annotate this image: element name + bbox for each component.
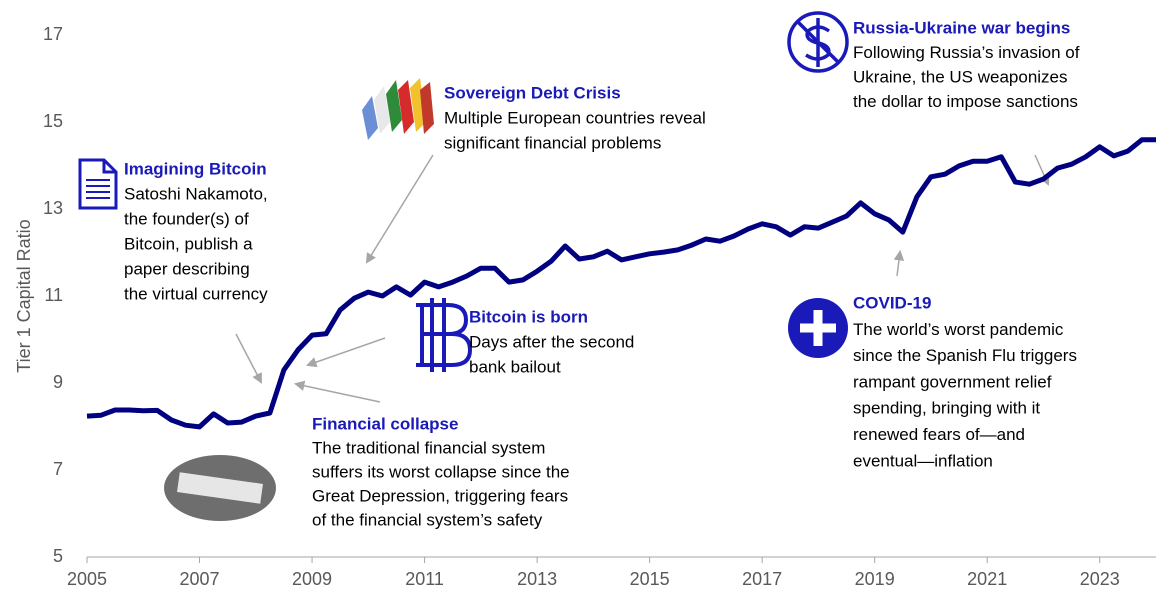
annotation-text: since the Spanish Flu triggers [853, 346, 1077, 365]
annotation-text: significant financial problems [444, 133, 661, 152]
annotation-text: the virtual currency [124, 284, 268, 303]
y-tick-label: 15 [43, 111, 63, 131]
annotation-text: rampant government relief [853, 372, 1052, 391]
annotation-text: eventual—inflation [853, 451, 993, 470]
annotation-title: Financial collapse [312, 414, 458, 433]
y-axis-label: Tier 1 Capital Ratio [14, 219, 34, 372]
annotation-text: Multiple European countries reveal [444, 108, 706, 127]
annotation-text: Ukraine, the US weaponizes [853, 67, 1068, 86]
covid-icon [788, 298, 848, 358]
annotation-text: suffers its worst collapse since the [312, 462, 570, 481]
annotation-text: The world’s worst pandemic [853, 320, 1064, 339]
annotation-text: Satoshi Nakamoto, [124, 184, 268, 203]
annotation-text: the dollar to impose sanctions [853, 92, 1078, 111]
annotation-text: The traditional financial system [312, 438, 545, 457]
annotation-title: Sovereign Debt Crisis [444, 83, 621, 102]
x-tick-label: 2011 [405, 569, 444, 589]
lehman-photo [164, 455, 276, 521]
annotation-title: Bitcoin is born [469, 307, 588, 326]
dollar-ban-icon [787, 11, 849, 73]
x-tick-label: 2009 [292, 569, 332, 589]
flags-icon [362, 78, 434, 140]
y-tick-label: 9 [53, 372, 63, 392]
annotation-text: Following Russia’s invasion of [853, 43, 1080, 62]
data-line [86, 137, 1156, 430]
annotation-text: Days after the second [469, 332, 634, 351]
document-icon [78, 158, 118, 210]
x-tick-label: 2013 [517, 569, 557, 589]
x-tick-label: 2021 [967, 569, 1007, 589]
x-tick-label: 2019 [855, 569, 895, 589]
annotation-title: Russia-Ukraine war begins [853, 18, 1070, 37]
x-tick-label: 2017 [742, 569, 782, 589]
arrows [235, 154, 1050, 403]
annotation-text: paper describing [124, 259, 250, 278]
x-tick-label: 2015 [630, 569, 670, 589]
bitcoin-icon [416, 298, 473, 372]
y-tick-label: 13 [43, 198, 63, 218]
annotation-text: renewed fears of—and [853, 425, 1025, 444]
annotation-text: the founder(s) of [124, 209, 249, 228]
x-tick-label: 2023 [1080, 569, 1120, 589]
annotation-text: spending, bringing with it [853, 399, 1040, 418]
y-tick-label: 7 [53, 459, 63, 479]
annotation-text: of the financial system’s safety [312, 510, 543, 529]
annotation-text: Bitcoin, publish a [124, 234, 253, 253]
annotation-text: Great Depression, triggering fears [312, 486, 568, 505]
annotation-title: COVID-19 [853, 293, 931, 312]
x-tick-label: 2007 [180, 569, 220, 589]
x-tick-label: 2005 [67, 569, 107, 589]
annotation-title: Imagining Bitcoin [124, 159, 267, 178]
y-tick-label: 11 [44, 285, 63, 305]
annotation-text: bank bailout [469, 357, 561, 376]
y-tick-label: 5 [53, 546, 63, 566]
y-tick-label: 17 [43, 24, 63, 44]
